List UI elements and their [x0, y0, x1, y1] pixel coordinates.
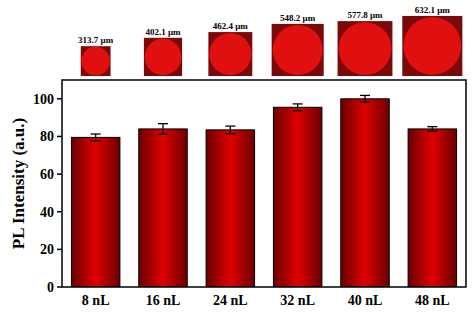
error-cap [293, 110, 303, 111]
y-tick-label: 40 [40, 205, 54, 220]
error-stem [230, 126, 231, 134]
chart-container: 0 20 40 60 80 100 8 nL 16 nL 24 nL 32 nL 40 nL 48 n… [0, 0, 474, 313]
y-tick-label: 100 [33, 92, 54, 107]
droplet-circle [145, 39, 182, 76]
droplet-label: 632.1 μm [415, 5, 451, 15]
bar [206, 130, 254, 287]
y-tick [57, 136, 62, 138]
y-tick [57, 249, 62, 251]
error-bar [427, 127, 437, 132]
y-tick-label: 20 [40, 242, 54, 257]
error-stem [297, 104, 298, 111]
droplet-label: 402.1 μm [145, 27, 181, 37]
droplet-circle [81, 47, 110, 76]
error-cap [293, 103, 303, 104]
error-bar [158, 124, 168, 135]
droplet-image [208, 32, 252, 76]
y-tick [57, 211, 62, 213]
error-cap [225, 125, 235, 126]
chart-svg: 0 20 40 60 80 100 8 nL 16 nL 24 nL 32 nL 40 nL 48 n… [0, 0, 474, 313]
error-stem [95, 134, 96, 141]
error-stem [432, 127, 433, 132]
image-background [338, 21, 393, 76]
image-background [208, 32, 252, 76]
y-tick [57, 173, 62, 175]
error-cap [158, 123, 168, 124]
y-tick [57, 286, 62, 288]
droplet-label: 462.4 μm [213, 21, 249, 31]
image-background [402, 16, 462, 76]
x-tick-label: 16 nL [146, 293, 181, 308]
x-tick-label: 24 nL [213, 293, 248, 308]
x-tick-label: 32 nL [280, 293, 315, 308]
error-bar [91, 134, 101, 141]
y-axis-title: PL Intensity (a.u.) [9, 118, 28, 249]
droplet-circle [209, 33, 251, 75]
error-bar [225, 126, 235, 134]
error-cap [225, 133, 235, 134]
error-bar [360, 95, 370, 102]
image-background [272, 24, 324, 76]
y-tick-label: 60 [40, 167, 54, 182]
droplet-circle [339, 22, 392, 75]
x-tick-label: 40 nL [348, 293, 383, 308]
bars [71, 95, 456, 287]
bar [341, 99, 389, 287]
y-tick-label: 80 [40, 129, 54, 144]
error-cap [360, 102, 370, 103]
droplet-label: 548.2 μm [280, 13, 316, 23]
droplet-image [402, 16, 462, 76]
bar [408, 129, 456, 287]
bar [139, 129, 187, 287]
error-cap [427, 131, 437, 132]
droplet-circle [404, 17, 462, 75]
error-cap [158, 134, 168, 135]
x-tick-label: 8 nL [82, 293, 110, 308]
bar [71, 137, 119, 287]
droplet-image [272, 24, 324, 76]
error-cap [360, 95, 370, 96]
y-tick-label: 0 [47, 280, 54, 295]
error-cap [91, 140, 101, 141]
droplet-circle [273, 25, 323, 75]
plot-frame [62, 80, 466, 287]
error-bar [293, 104, 303, 111]
droplet-image [338, 21, 393, 76]
x-tick-label: 48 nL [415, 293, 450, 308]
error-cap [91, 133, 101, 134]
image-background [144, 38, 182, 76]
error-stem [162, 124, 163, 135]
y-tick [57, 98, 62, 100]
droplet-image [144, 38, 182, 76]
droplet-label: 313.7 μm [78, 35, 114, 45]
bar [273, 107, 321, 287]
droplet-image [81, 46, 111, 76]
error-stem [364, 95, 365, 102]
image-background [81, 46, 111, 76]
error-cap [427, 126, 437, 127]
droplet-label: 577.8 μm [347, 10, 383, 20]
